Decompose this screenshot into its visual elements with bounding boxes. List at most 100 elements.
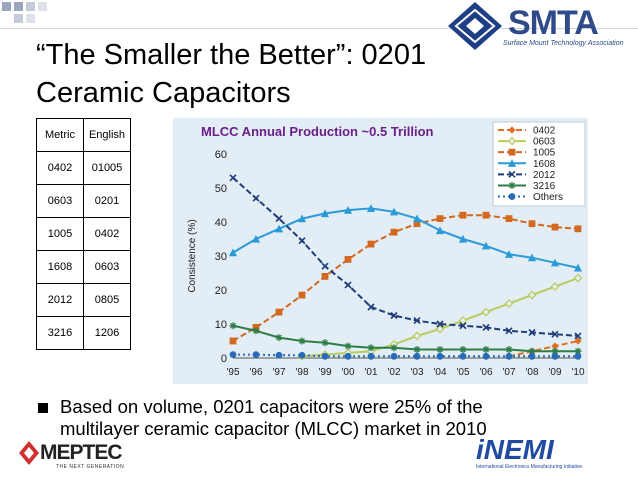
- data-point-2012: [298, 237, 306, 245]
- table-cell: 1005: [36, 217, 84, 251]
- series-line-3216: [232, 324, 578, 353]
- data-point-others: [344, 352, 352, 360]
- data-point-0603: [435, 324, 445, 334]
- data-point-1005: [551, 223, 559, 231]
- data-point-1005: [459, 211, 467, 219]
- meptec-logo-text: MEPTEC: [40, 441, 123, 464]
- smta-logo-icon: [448, 2, 502, 50]
- table-cell: 0201: [83, 184, 131, 218]
- data-point-1608: [481, 241, 491, 250]
- data-point-0603: [504, 299, 514, 309]
- mlcc-line-chart: MLCC Annual Production ~0.5 Trillion Cons…: [187, 121, 586, 378]
- x-tick-label: '08: [525, 367, 538, 378]
- data-point-2012: [505, 327, 513, 335]
- data-point-1608: [412, 214, 422, 223]
- data-point-1608: [389, 207, 399, 216]
- smta-logo-subtitle: Surface Mount Technology Association: [503, 40, 624, 47]
- slide-title: “The Smaller the Better”: 0201 Ceramic C…: [36, 36, 496, 112]
- data-point-1608: [251, 234, 261, 243]
- data-point-others: [275, 351, 283, 359]
- data-point-3216: [459, 346, 467, 353]
- table-header-english: English: [83, 118, 131, 152]
- data-point-3216: [505, 346, 513, 353]
- x-tick-label: '99: [318, 367, 331, 378]
- bullet-text-line-1: Based on volume, 0201 capacitors were 25…: [60, 396, 483, 417]
- table-row: 3216 1206: [36, 316, 131, 350]
- data-point-1005: [436, 215, 444, 222]
- x-tick-label: '95: [226, 367, 239, 378]
- bullet-text: Based on volume, 0201 capacitors were 25…: [60, 396, 620, 440]
- slide-title-line-1: “The Smaller the Better”: 0201: [36, 39, 427, 71]
- table-cell: 0603: [83, 250, 131, 284]
- data-point-3216: [252, 327, 260, 335]
- data-point-2012: [551, 330, 559, 338]
- legend-marker-0603: [507, 136, 517, 146]
- data-point-1005: [390, 228, 398, 236]
- data-point-1608: [320, 209, 330, 218]
- data-point-2012: [528, 328, 536, 337]
- bullet-text-line-2: multilayer ceramic capacitor (MLCC) mark…: [60, 418, 487, 439]
- x-tick-label: '10: [571, 367, 584, 378]
- y-axis-label: Consistence (%): [187, 219, 198, 292]
- data-point-0603: [573, 273, 583, 283]
- y-tick-label: 60: [215, 149, 227, 161]
- data-point-1608: [366, 204, 376, 212]
- data-point-0603: [458, 316, 468, 326]
- data-point-1608: [458, 234, 468, 243]
- data-point-0603: [550, 282, 560, 292]
- data-point-3216: [367, 344, 375, 352]
- data-point-3216: [574, 347, 582, 355]
- legend-label-0402: 0402: [533, 126, 556, 137]
- data-point-2012: [390, 311, 398, 320]
- data-point-1005: [528, 220, 536, 228]
- corner-squares-decoration: [2, 2, 47, 23]
- legend-marker-3216: [508, 181, 516, 189]
- x-tick-label: '96: [249, 367, 262, 378]
- data-point-others: [528, 352, 536, 360]
- x-tick-label: '09: [548, 367, 561, 378]
- legend-label-2012: 2012: [533, 170, 556, 181]
- data-point-2012: [252, 194, 260, 202]
- data-point-1608: [274, 224, 284, 233]
- data-point-3216: [551, 347, 559, 355]
- inemi-logo-subtitle: International Electronics Manufacturing …: [476, 464, 583, 470]
- data-point-1608: [228, 248, 238, 257]
- x-tick-label: '06: [479, 367, 492, 378]
- data-point-3216: [413, 346, 421, 353]
- data-point-2012: [413, 317, 421, 325]
- y-tick-label: 0: [221, 353, 227, 365]
- data-point-1608: [550, 258, 560, 267]
- table-row: 0603 0201: [36, 184, 131, 218]
- data-point-others: [436, 352, 444, 360]
- data-point-0603: [481, 307, 491, 317]
- legend-label-1608: 1608: [533, 159, 556, 170]
- data-point-1608: [297, 214, 307, 223]
- data-point-3216: [390, 344, 398, 352]
- table-header-metric: Metric: [36, 118, 84, 152]
- data-point-1608: [527, 253, 537, 262]
- data-point-1005: [574, 225, 582, 233]
- slide-title-line-2: Ceramic Capacitors: [36, 77, 291, 109]
- x-tick-label: '01: [364, 367, 377, 378]
- chart-panel: MLCC Annual Production ~0.5 Trillion Cons…: [173, 118, 588, 384]
- data-point-others: [367, 352, 375, 360]
- data-point-3216: [344, 342, 352, 350]
- y-tick-label: 20: [215, 285, 227, 297]
- x-tick-label: '05: [456, 367, 469, 378]
- table-cell: 0603: [36, 184, 84, 218]
- data-point-3216: [482, 346, 490, 353]
- data-point-1608: [573, 263, 583, 272]
- data-point-1608: [343, 206, 353, 214]
- table-row: 0402 01005: [36, 151, 131, 185]
- data-point-others: [505, 352, 513, 360]
- x-tick-label: '07: [502, 367, 515, 378]
- data-point-3216: [275, 334, 283, 342]
- data-point-1005: [367, 240, 375, 248]
- table-cell: 0805: [83, 283, 131, 317]
- legend-marker-2012: [508, 170, 516, 178]
- data-point-3216: [436, 346, 444, 353]
- table-row: 2012 0805: [36, 283, 131, 317]
- data-point-2012: [344, 281, 352, 289]
- data-point-2012: [275, 215, 283, 223]
- data-point-1005: [344, 256, 352, 263]
